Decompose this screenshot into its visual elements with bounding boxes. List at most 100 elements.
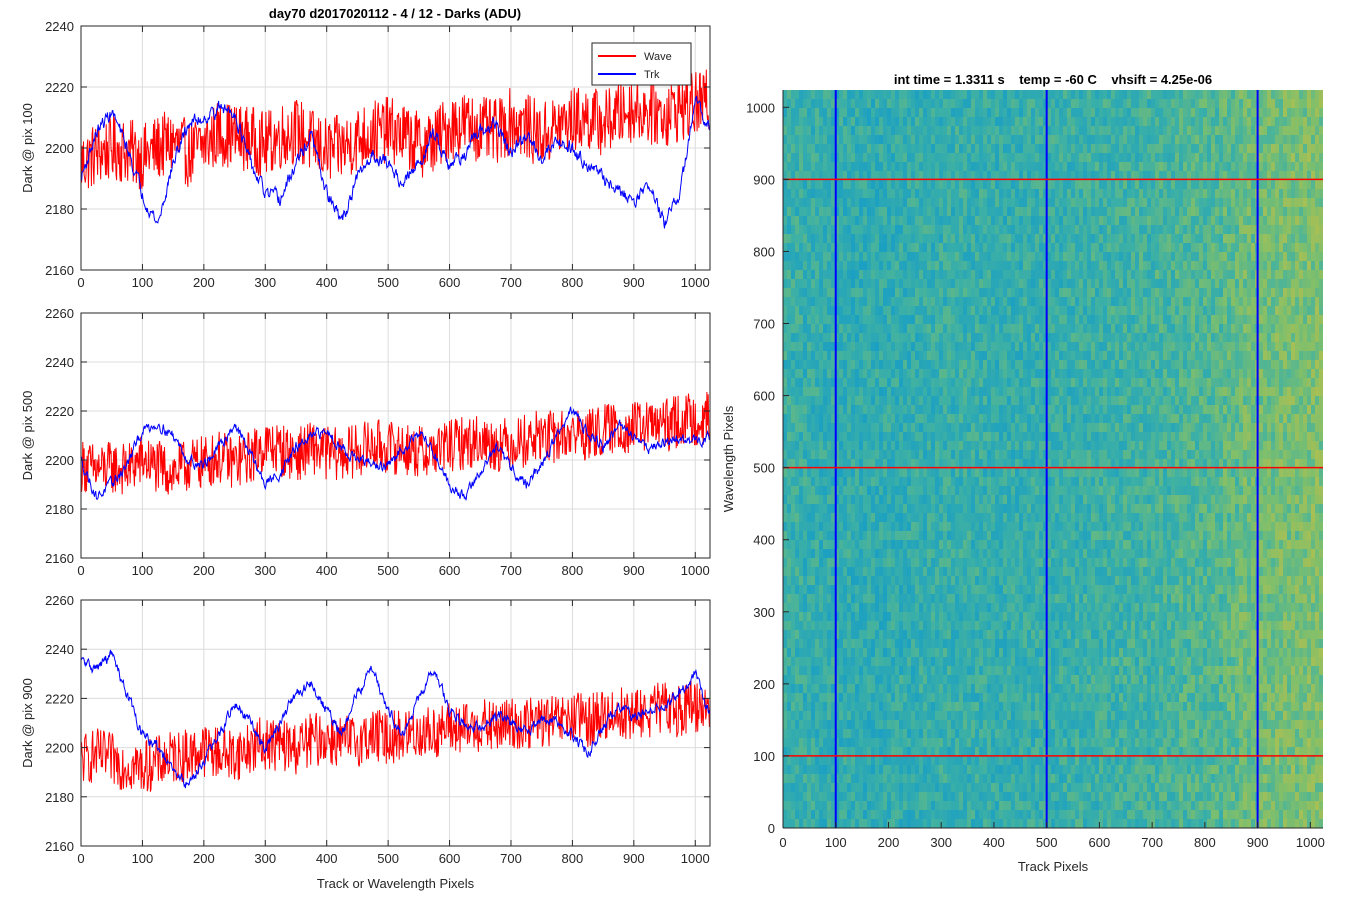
heatmap-cell <box>927 747 931 756</box>
heatmap-cell <box>847 189 851 198</box>
heatmap-cell <box>943 117 947 126</box>
heatmap-cell <box>855 522 859 531</box>
heatmap-cell <box>875 243 879 252</box>
heatmap-cell <box>915 738 919 747</box>
heatmap-cell <box>787 90 791 99</box>
heatmap-cell <box>851 585 855 594</box>
heatmap-cell <box>955 522 959 531</box>
heatmap-cell <box>795 558 799 567</box>
heatmap-cell <box>803 270 807 279</box>
heatmap-cell <box>931 639 935 648</box>
heatmap-cell <box>839 648 843 657</box>
heatmap-cell <box>999 819 1003 828</box>
heatmap-cell <box>967 702 971 711</box>
heatmap-cell <box>795 243 799 252</box>
heatmap-cell <box>863 351 867 360</box>
heatmap-cell <box>871 567 875 576</box>
heatmap-cell <box>987 801 991 810</box>
heatmap-cell <box>851 180 855 189</box>
heatmap-cell <box>999 414 1003 423</box>
heatmap-cell <box>943 387 947 396</box>
heatmap-cell <box>995 216 999 225</box>
heatmap-cell <box>851 711 855 720</box>
heatmap-cell <box>831 153 835 162</box>
heatmap-cell <box>987 729 991 738</box>
heatmap-cell <box>843 504 847 513</box>
heatmap-cell <box>939 99 943 108</box>
heatmap-cell <box>1007 468 1011 477</box>
heatmap-cell <box>891 639 895 648</box>
heatmap-cell <box>983 216 987 225</box>
heatmap-cell <box>995 387 999 396</box>
heatmap-cell <box>795 261 799 270</box>
heatmap-cell <box>791 612 795 621</box>
heatmap-cell <box>999 405 1003 414</box>
heatmap-cell <box>907 270 911 279</box>
heatmap-cell <box>955 405 959 414</box>
heatmap-cell <box>883 774 887 783</box>
heatmap-cell <box>935 459 939 468</box>
heatmap-cell <box>803 567 807 576</box>
heatmap-cell <box>871 450 875 459</box>
y-tick-label: 2220 <box>45 80 74 95</box>
heatmap-cell <box>855 630 859 639</box>
heatmap-cell <box>923 135 927 144</box>
heatmap-cell <box>1007 594 1011 603</box>
heatmap-cell <box>851 441 855 450</box>
heatmap-cell <box>927 585 931 594</box>
heatmap-cell <box>887 540 891 549</box>
heatmap-cell <box>1003 171 1007 180</box>
heatmap-cell <box>855 126 859 135</box>
heatmap-cell <box>907 747 911 756</box>
heatmap-cell <box>883 378 887 387</box>
heatmap-cell <box>911 441 915 450</box>
heatmap-cell <box>791 630 795 639</box>
heatmap-cell <box>787 774 791 783</box>
heatmap-cell <box>999 90 1003 99</box>
heatmap-cell <box>847 108 851 117</box>
heatmap-cell <box>827 117 831 126</box>
heatmap-cell <box>975 540 979 549</box>
heatmap-cell <box>899 297 903 306</box>
heatmap-cell <box>815 657 819 666</box>
heatmap-cell <box>851 225 855 234</box>
heatmap-cell <box>995 324 999 333</box>
heatmap-cell <box>959 738 963 747</box>
heatmap-cell <box>939 108 943 117</box>
heatmap-cell <box>847 153 851 162</box>
heatmap-cell <box>887 360 891 369</box>
heatmap-cell <box>955 486 959 495</box>
heatmap-cell <box>991 162 995 171</box>
heatmap-cell <box>863 792 867 801</box>
heatmap-cell <box>871 225 875 234</box>
heatmap-cell <box>807 90 811 99</box>
heatmap-cell <box>907 621 911 630</box>
heatmap-cell <box>823 621 827 630</box>
heatmap-cell <box>875 495 879 504</box>
heatmap-cell <box>935 522 939 531</box>
heatmap-cell <box>883 126 887 135</box>
heatmap-cell <box>887 549 891 558</box>
heatmap-cell <box>871 702 875 711</box>
heatmap-cell <box>859 504 863 513</box>
heatmap-cell <box>807 630 811 639</box>
heatmap-cell <box>787 108 791 117</box>
heatmap-cell <box>843 360 847 369</box>
heatmap-cell <box>995 675 999 684</box>
heatmap-cell <box>887 594 891 603</box>
heatmap-cell <box>919 414 923 423</box>
heatmap-cell <box>963 495 967 504</box>
heatmap-cell <box>1007 108 1011 117</box>
heatmap-cell <box>795 468 799 477</box>
heatmap-cell <box>859 702 863 711</box>
heatmap-cell <box>935 225 939 234</box>
heatmap-cell <box>911 765 915 774</box>
heatmap-cell <box>867 612 871 621</box>
heatmap-cell <box>995 342 999 351</box>
heatmap-cell <box>939 468 943 477</box>
heatmap-cell <box>979 603 983 612</box>
heatmap-cell <box>883 576 887 585</box>
heatmap-cell <box>975 477 979 486</box>
heatmap-cell <box>843 594 847 603</box>
heatmap-cell <box>903 297 907 306</box>
